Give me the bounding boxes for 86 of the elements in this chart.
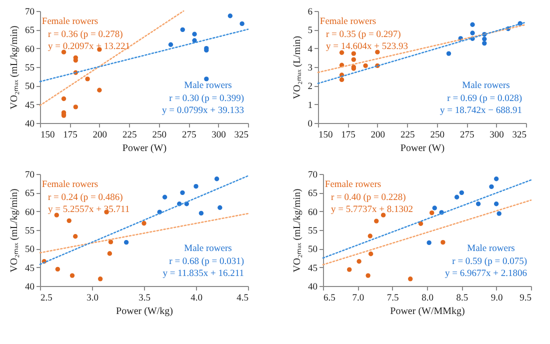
x-tick-label: 300 <box>490 130 504 140</box>
text: Female rowers <box>324 180 382 190</box>
annotation: r = 0.36 (p = 0.278) <box>48 30 123 40</box>
annotation: r = 0.40 (p = 0.228) <box>331 193 406 203</box>
y-tick-label: 70 <box>25 170 35 180</box>
y-tick-label: 45 <box>308 264 318 274</box>
y-tick-label: 60 <box>25 208 35 218</box>
x-tick-label: 150 <box>40 130 55 140</box>
x-tick-label: 8.0 <box>422 294 434 304</box>
y-axis-title: VO₂ₘₐₓ (mL/kg/min) <box>9 188 20 272</box>
y-tick-label: 60 <box>308 208 318 218</box>
x-tick-label: 200 <box>370 130 386 140</box>
y-tick-label: 65 <box>308 189 318 200</box>
x-tick-label: 275 <box>460 130 474 140</box>
annotation: r = 0.59 (p = 0.075) <box>452 257 527 267</box>
x-tick-label: 175 <box>341 130 356 140</box>
annotation: y = 14.604x + 523.93 <box>326 42 408 52</box>
x-tick-label: 9.0 <box>490 294 504 304</box>
x-tick-label: 275 <box>182 130 196 140</box>
y-tick-label: 70 <box>25 8 35 18</box>
x-tick-label: 325 <box>512 130 527 140</box>
x-tick-label: 6.5 <box>324 294 336 304</box>
y-tick-label: 45 <box>25 100 35 111</box>
y-tick-label: 4 <box>308 44 313 55</box>
text: Male rowers <box>184 244 232 254</box>
annotation: r = 0.35 (p = 0.297) <box>326 30 401 40</box>
y-tick-label: 3 <box>308 64 313 74</box>
annotation: r = 0.24 (p = 0.486) <box>48 193 123 203</box>
y-tick-label: 5 <box>308 26 313 36</box>
x-tick-label: 7.0 <box>352 294 364 304</box>
y-tick-label: 55 <box>25 226 35 236</box>
x-tick-label: 250 <box>430 130 445 140</box>
y-tick-label: 65 <box>25 189 35 200</box>
text: Male rowers <box>467 244 516 254</box>
x-tick-label: 325 <box>234 130 249 140</box>
y-tick-label: 50 <box>25 245 35 256</box>
y-tick-label: 55 <box>308 226 318 236</box>
x-axis-title: Power (W) <box>122 143 167 154</box>
x-tick-label: 3.5 <box>138 294 151 304</box>
x-tick-label: 9.5 <box>520 294 532 304</box>
y-tick-label: 45 <box>25 264 35 274</box>
x-tick-label: 150 <box>318 130 333 140</box>
y-tick-label: 60 <box>25 44 35 55</box>
y-tick-label: 40 <box>25 120 35 130</box>
y-tick-label: 50 <box>25 82 35 92</box>
annotation: r = 0.69 (p = 0.028) <box>447 94 522 104</box>
text: Male rowers <box>462 81 510 91</box>
y-tick-label: 40 <box>25 282 35 292</box>
x-tick-label: 3.0 <box>86 294 99 304</box>
y-tick-label: 1 <box>308 100 313 111</box>
x-tick-label: 8.5 <box>456 294 468 304</box>
x-tick-label: 300 <box>212 130 226 140</box>
x-tick-label: 4.0 <box>190 294 203 304</box>
annotation: y = 18.742x − 688.91 <box>440 106 522 116</box>
annotation: r = 0.68 (p = 0.031) <box>169 257 244 267</box>
x-tick-label: 175 <box>63 130 78 140</box>
annotation: y = 6.9677x + 2.1806 <box>445 269 528 279</box>
text: Female rowers <box>42 180 98 190</box>
x-tick-label: 250 <box>152 130 167 140</box>
text: Female rowers <box>42 17 98 27</box>
annotation: y = 11.835x + 16.211 <box>162 269 244 279</box>
y-tick-label: 2 <box>308 82 313 92</box>
annotation: y = 5.7737x + 8.1302 <box>331 205 414 215</box>
y-tick-label: 55 <box>25 64 35 74</box>
x-tick-label: 225 <box>122 130 138 140</box>
x-axis-title: Power (W) <box>400 143 445 154</box>
x-tick-label: 7.5 <box>386 294 400 304</box>
y-axis-title: VO₂ₘₐₓ (mL/kg/min) <box>292 188 303 272</box>
annotation: y = 0.0799x + 39.133 <box>162 106 244 116</box>
x-axis-title: Power (W/MMkg) <box>390 306 465 317</box>
series-label: Male rowers <box>184 81 232 91</box>
annotation: r = 0.30 (p = 0.399) <box>169 94 244 104</box>
x-tick-label: 200 <box>92 130 108 140</box>
x-tick-label: 225 <box>400 130 416 140</box>
x-tick-label: 4.5 <box>236 294 249 304</box>
y-tick-label: 50 <box>308 245 318 256</box>
y-tick-label: 70 <box>308 170 318 180</box>
x-tick-label: 2.5 <box>40 294 53 304</box>
y-axis-title: VO₂ₘₐₓ (L/min) <box>292 36 303 100</box>
y-tick-label: 65 <box>25 26 35 36</box>
y-tick-label: 0 <box>308 120 313 130</box>
x-axis-title: Power (W/kg) <box>116 306 173 317</box>
text: Female rowers <box>320 17 376 27</box>
y-axis-title: VO₂ₘₐₓ (mL/kg/min) <box>9 26 20 110</box>
y-tick-label: 40 <box>308 282 318 292</box>
y-tick-label: 6 <box>308 8 313 18</box>
